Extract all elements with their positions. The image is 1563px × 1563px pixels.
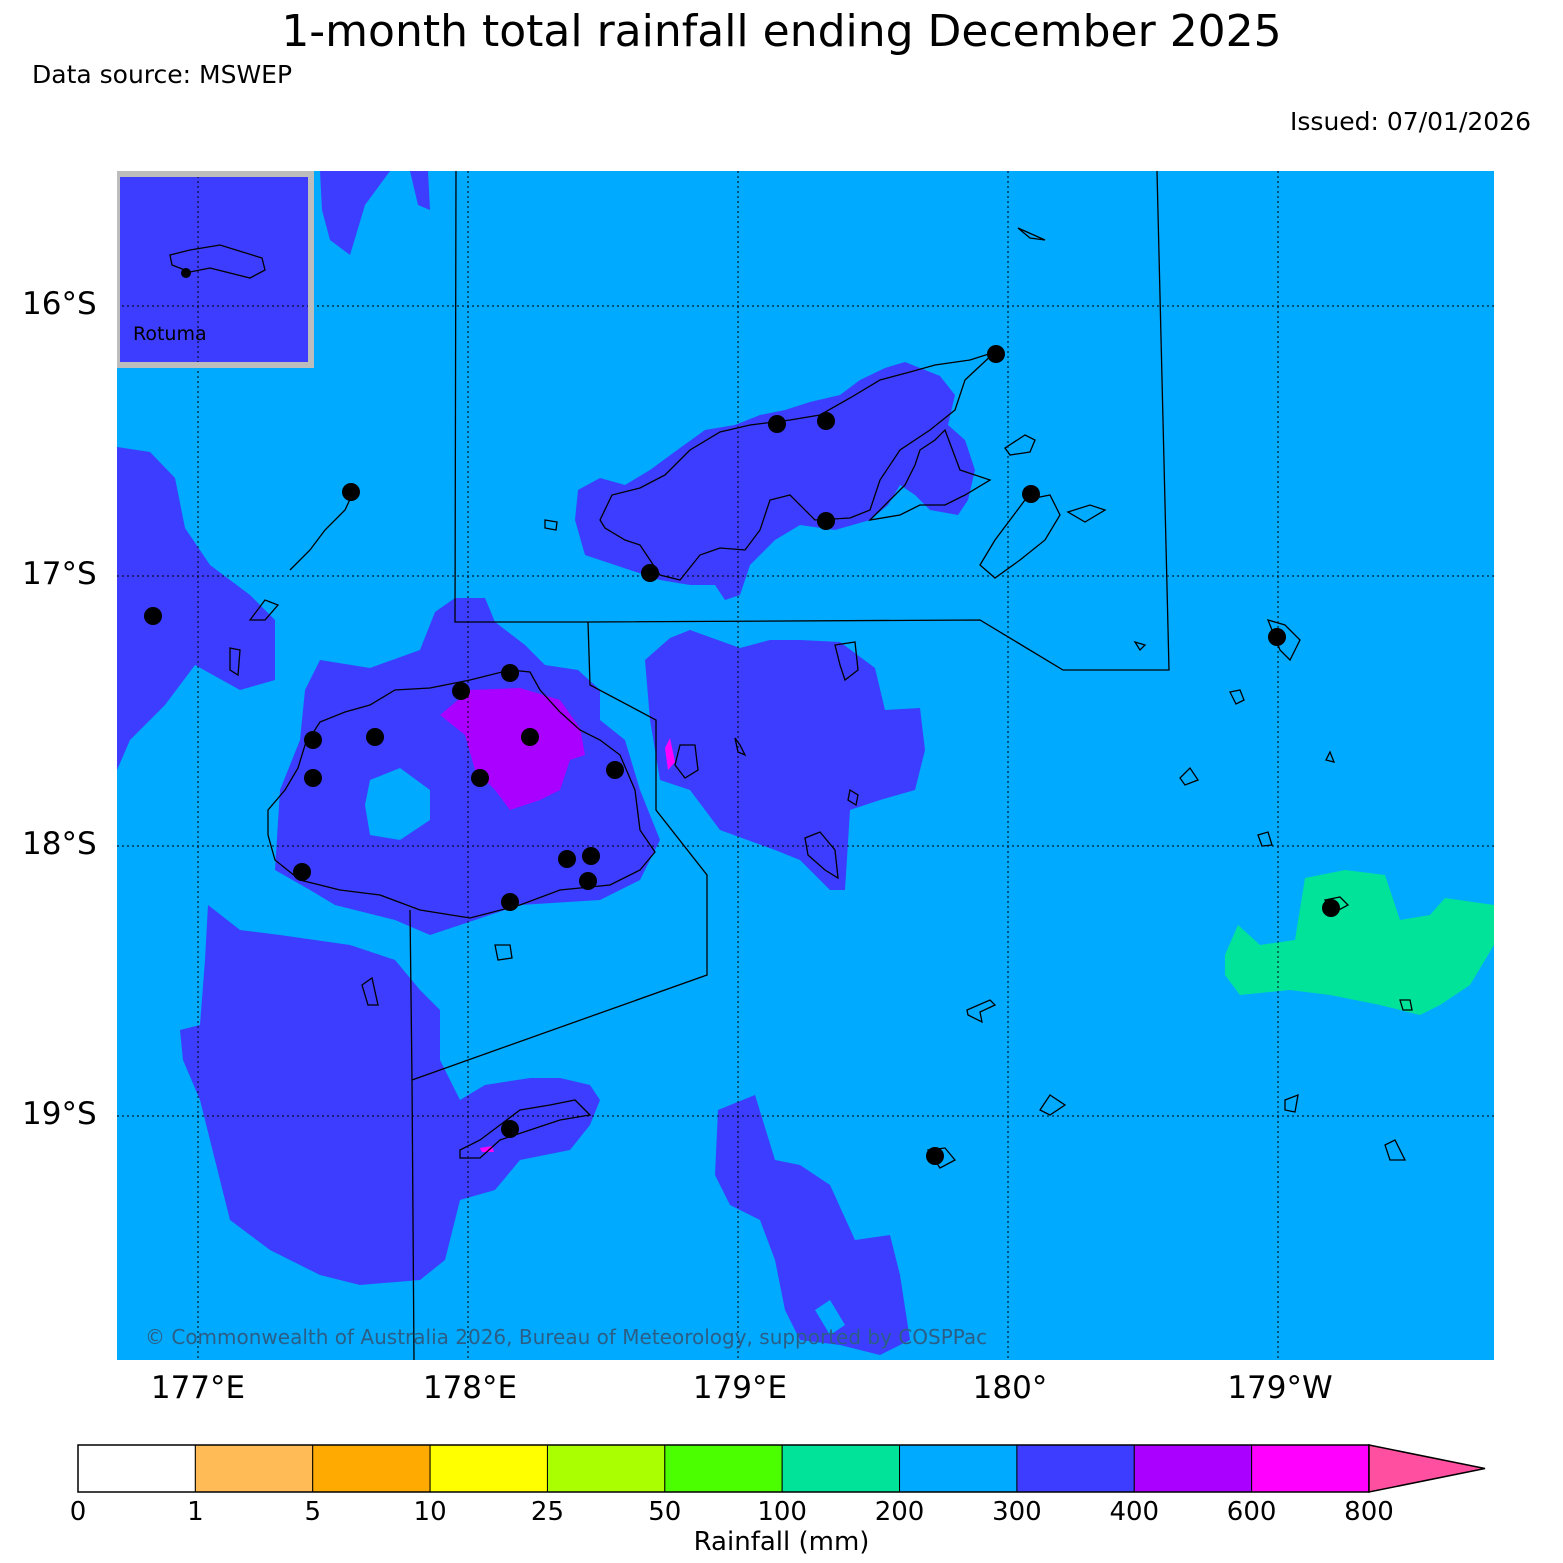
- inset-label: Rotuma: [133, 323, 207, 345]
- lon-label: 179°E: [692, 1370, 788, 1406]
- station-dot: [501, 893, 519, 911]
- station-dot: [579, 872, 597, 890]
- colorbar-label: Rainfall (mm): [693, 1527, 870, 1557]
- colorbar-tick-label: 300: [992, 1497, 1042, 1527]
- station-dot: [501, 664, 519, 682]
- lat-label: 17°S: [22, 556, 97, 592]
- lon-label: 180°: [972, 1370, 1048, 1406]
- lon-label: 179°W: [1227, 1370, 1333, 1406]
- station-dot: [926, 1147, 944, 1165]
- copyright-notice: © Commonwealth of Australia 2026, Bureau…: [145, 1325, 988, 1349]
- colorbar-tick-label: 100: [757, 1497, 807, 1527]
- data-source: Data source: MSWEP: [32, 60, 293, 89]
- issued-date: Issued: 07/01/2026: [1290, 107, 1531, 136]
- station-dot: [521, 728, 539, 746]
- colorbar-tick-label: 800: [1344, 1497, 1394, 1527]
- rain-band-400-600-small: [480, 1146, 494, 1152]
- station-dot: [144, 607, 162, 625]
- lat-label: 19°S: [22, 1096, 97, 1132]
- colorbar-segment: [546, 1444, 666, 1493]
- colorbar-tick-label: 25: [530, 1497, 564, 1527]
- station-dot: [817, 512, 835, 530]
- station-dot: [582, 847, 600, 865]
- station-dot: [452, 682, 470, 700]
- station-dot: [606, 761, 624, 779]
- rain-band-200-300-hole: [365, 768, 430, 840]
- gridlines: [117, 171, 1494, 1360]
- station-dot: [558, 850, 576, 868]
- station-dot: [304, 731, 322, 749]
- colorbar-segment: [1133, 1444, 1253, 1493]
- colorbar-segment: [781, 1444, 901, 1493]
- station-dot: [1022, 485, 1040, 503]
- lon-label: 178°E: [422, 1370, 518, 1406]
- colorbar-tick-label: 10: [413, 1497, 447, 1527]
- colorbar-segment: [194, 1444, 314, 1493]
- station-dot: [471, 769, 489, 787]
- rain-band-100-200: [1225, 870, 1494, 1015]
- map-title: 1-month total rainfall ending December 2…: [281, 6, 1282, 57]
- station-markers: [144, 268, 1340, 1165]
- colorbar-tick-label: 0: [69, 1497, 87, 1527]
- lat-label: 16°S: [22, 286, 97, 322]
- rain-band-300-400: [117, 171, 975, 1355]
- colorbar-tick-label: 5: [304, 1497, 321, 1527]
- rain-band-600-800: [665, 738, 675, 770]
- colorbar-extension: [1368, 1444, 1486, 1493]
- rain-band-400-600: [440, 688, 585, 810]
- colorbar-segment: [77, 1444, 196, 1493]
- colorbar-segment: [312, 1444, 431, 1493]
- station-dot: [304, 769, 322, 787]
- division-boundaries: [409, 171, 1170, 1360]
- station-dot: [293, 863, 311, 881]
- station-dot: [817, 412, 835, 430]
- colorbar-tick-label: 1: [187, 1497, 204, 1527]
- station-dot: [342, 483, 360, 501]
- colorbar-segment: [899, 1444, 1018, 1493]
- station-dot: [987, 345, 1005, 363]
- rain-band-200-300-hole-south: [815, 1300, 845, 1335]
- colorbar: [77, 1444, 1486, 1493]
- colorbar-segment: [429, 1444, 548, 1493]
- rotuma-inset-frame: [117, 171, 314, 368]
- colorbar-tick-label: 50: [648, 1497, 682, 1527]
- station-dot: [641, 564, 659, 582]
- colorbar-segment: [1016, 1444, 1135, 1493]
- coastlines: [169, 227, 1413, 1169]
- colorbar-tick-label: 600: [1226, 1497, 1277, 1527]
- colorbar-segment: [664, 1444, 783, 1493]
- station-dot: [501, 1120, 519, 1138]
- colorbar-tick-label: 200: [874, 1497, 925, 1527]
- station-dot-rotuma: [181, 268, 191, 278]
- station-dot: [768, 415, 786, 433]
- lat-label: 18°S: [22, 826, 97, 862]
- colorbar-tick-label: 400: [1109, 1497, 1160, 1527]
- colorbar-segment: [1251, 1444, 1370, 1493]
- station-dot: [1268, 628, 1286, 646]
- station-dot: [366, 728, 384, 746]
- lon-label: 177°E: [150, 1370, 246, 1406]
- station-dot: [1322, 899, 1340, 917]
